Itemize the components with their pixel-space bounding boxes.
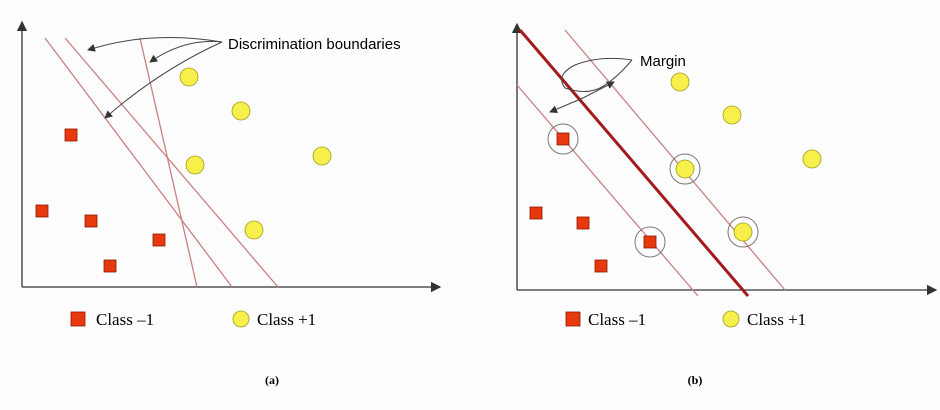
class-pos-point [231,101,251,121]
boundary [139,37,198,288]
margin-arrow [582,81,615,99]
annotation-arrow [104,41,223,119]
class-pos-point [312,146,332,166]
class-pos-point [722,105,742,125]
panel-a: Discrimination boundaries Class –1 Class… [16,20,442,387]
class-pos-point [670,72,690,92]
legend-label: Class –1 [588,310,646,329]
class-pos-point [733,222,753,242]
class-pos-point [802,149,822,169]
class-pos-point [244,220,264,240]
boundary [64,37,279,288]
support-vector-ring [547,123,579,155]
legend-label: Class +1 [747,310,806,329]
margin-arrow [549,97,584,113]
caption: (b) [688,373,703,387]
caption: (a) [265,373,279,387]
annotation: Discrimination boundaries [228,36,401,53]
class-neg-point [643,235,657,249]
class-pos-point [179,67,199,87]
decision-boundary [518,29,750,297]
annotation-arrow [149,40,223,63]
margin-line [564,29,786,291]
legend-swatch [70,311,86,327]
margin-brace [561,57,633,92]
class-neg-point [103,259,117,273]
class-neg-point [529,206,543,220]
class-neg-point [556,132,570,146]
class-pos-point [185,155,205,175]
class-pos-point [675,159,695,179]
class-neg-point [594,259,608,273]
legend-swatch [232,310,250,328]
legend-label: Class –1 [96,310,154,329]
support-vector-ring [669,153,701,185]
margin-line [516,84,699,297]
support-vector-ring [727,216,759,248]
legend-swatch [722,310,740,328]
legend-label: Class +1 [257,310,316,329]
class-neg-point [64,128,78,142]
annotation: Margin [640,53,686,70]
class-neg-point [35,204,49,218]
panel-b: Margin Class –1 Class +1 (b) [511,22,938,387]
class-neg-point [152,233,166,247]
legend-swatch [565,311,581,327]
annotation-arrow [87,37,223,52]
class-neg-point [84,214,98,228]
class-neg-point [576,216,590,230]
boundary [44,37,233,288]
support-vector-ring [634,226,666,258]
